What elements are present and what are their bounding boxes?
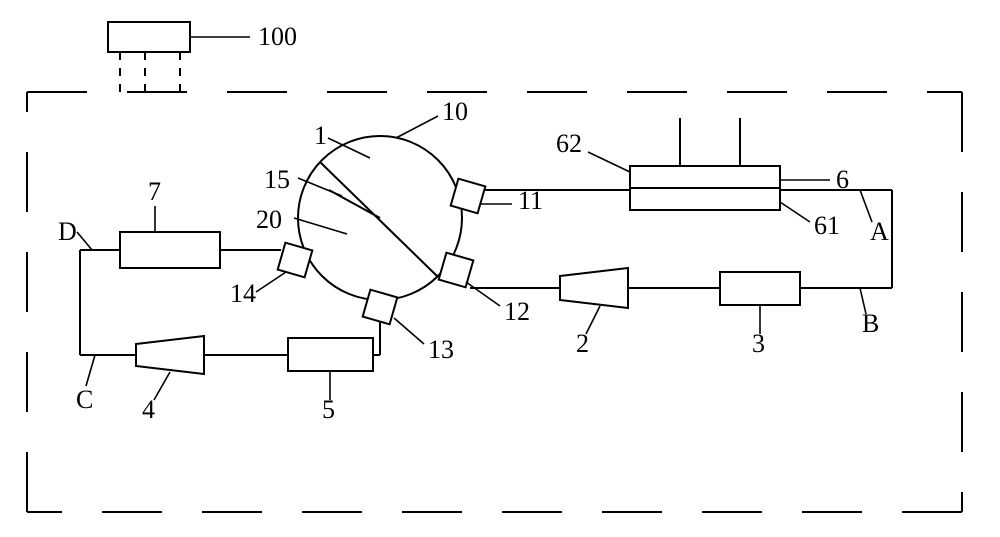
label-1: 1 <box>314 121 327 150</box>
label-61: 61 <box>814 211 840 240</box>
trap-2 <box>560 268 628 308</box>
leader-lD <box>77 232 92 250</box>
label-D: D <box>58 217 77 246</box>
label-7: 7 <box>148 177 161 206</box>
label-4: 4 <box>142 395 155 424</box>
label-15: 15 <box>264 165 290 194</box>
leader-l61 <box>780 202 810 222</box>
controller-box <box>108 22 190 52</box>
label-11: 11 <box>518 186 543 215</box>
label-20: 20 <box>256 205 282 234</box>
leader-l13 <box>394 318 424 344</box>
block-7 <box>120 232 220 268</box>
trap-4 <box>136 336 204 374</box>
port-p14 <box>278 243 313 278</box>
label-12: 12 <box>504 297 530 326</box>
block-5 <box>288 338 373 371</box>
label-B: B <box>862 309 879 338</box>
label-A: A <box>870 217 889 246</box>
leader-l62 <box>588 152 630 172</box>
label-5: 5 <box>322 395 335 424</box>
leader-l14 <box>256 272 286 292</box>
label-62: 62 <box>556 129 582 158</box>
port-p13 <box>363 290 398 325</box>
leader-l12 <box>466 282 500 306</box>
label-2: 2 <box>576 329 589 358</box>
label-100: 100 <box>258 22 297 51</box>
label-13: 13 <box>428 335 454 364</box>
port-p12 <box>439 253 474 288</box>
label-3: 3 <box>752 329 765 358</box>
leader-l4 <box>154 372 170 400</box>
leader-lC <box>86 355 95 386</box>
leader-l10 <box>396 116 438 138</box>
label-6: 6 <box>836 165 849 194</box>
label-14: 14 <box>230 279 256 308</box>
block-3 <box>720 272 800 305</box>
label-C: C <box>76 385 93 414</box>
label-10: 10 <box>442 97 468 126</box>
port-p11 <box>451 179 486 214</box>
